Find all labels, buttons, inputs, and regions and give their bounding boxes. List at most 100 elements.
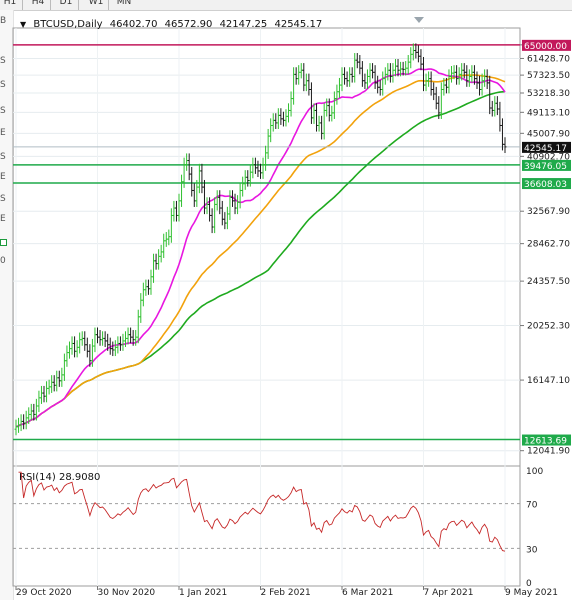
price-bar [22,414,26,430]
toolbar-separator [108,0,109,10]
price-bar [470,65,474,83]
price-bar [269,118,273,143]
price-bar [253,157,257,174]
price-bar [190,166,194,197]
price-bar [197,163,201,194]
price-bar [65,345,69,367]
left-strip-label: S [0,152,6,162]
rsi-tick-label: 30 [526,545,538,555]
price-bar [485,69,489,89]
price-bar [450,66,454,83]
rsi-tick-label: 0 [526,579,532,589]
price-bar [42,385,46,403]
timeframe-d1[interactable]: D1 [59,0,73,7]
price-bar [411,43,415,61]
price-bar [75,340,79,358]
price-bar [103,331,107,348]
price-bar [424,73,428,92]
price-bar [307,73,311,96]
price-bar [98,330,102,346]
price-bar [317,115,321,132]
price-bar [149,269,153,295]
time-tick-label: 6 Mar 2021 [342,588,393,598]
price-bar [146,279,150,295]
price-bar [52,375,56,392]
price-bar [162,233,166,259]
price-bar [126,327,130,345]
price-bar [78,332,82,354]
price-bar [19,414,23,432]
price-bar [332,91,336,119]
price-bar [24,410,28,430]
price-bar [376,75,380,94]
level-price-tag [522,159,571,171]
price-bar [393,59,397,77]
price-bar [241,176,245,197]
price-bar [304,73,308,92]
time-tick-label: 1 Jan 2021 [179,588,227,598]
timeframe-mn[interactable]: MN [116,0,132,7]
price-bar [419,49,423,71]
price-bar [220,200,224,226]
left-strip-label: E [0,128,6,138]
price-bar [55,370,59,392]
price-bar [427,71,431,87]
price-bar [294,67,298,85]
price-bar [136,309,140,344]
timeframe-h4[interactable]: H4 [31,0,45,7]
price-bar [279,108,283,125]
price-bar [167,229,171,246]
price-bar [358,55,362,75]
timeframe-w1[interactable]: W1 [88,0,104,7]
price-bar [139,293,143,323]
price-bar [299,63,303,79]
time-tick-label: 29 Oct 2020 [16,588,72,598]
price-bar [409,47,413,69]
price-bar [192,183,196,207]
price-bar [57,370,61,387]
level-price-label: 65000.00 [524,42,567,52]
price-tick-label: 45007.90 [527,129,570,139]
chart-shift-marker [414,17,424,23]
timeframe-h1[interactable]: H1 [3,0,17,7]
price-bar [246,170,250,187]
rsi-line [18,471,506,552]
price-bar [121,333,125,351]
rsi-tick-label: 100 [526,467,543,477]
price-bar [152,253,156,283]
price-bar [322,103,326,140]
price-bar [503,137,507,153]
line-handle-marker[interactable] [0,239,7,246]
price-bar [225,206,229,230]
toolbar-separator [22,0,23,10]
price-bar [223,212,227,230]
price-bar [368,63,372,83]
left-strip-label: S [0,194,6,204]
price-bar [320,115,324,140]
price-bar [67,341,71,359]
price-tick-label: 57323.50 [527,71,570,81]
price-bar [287,103,291,123]
price-bar [215,190,219,211]
time-tick-label: 9 May 2021 [505,588,558,598]
price-tick-label: 53218.30 [527,89,570,99]
price-bar [353,53,357,83]
left-strip-label: E [0,172,6,182]
price-bar [113,340,117,357]
price-bar [144,279,148,296]
symbol-menu-icon[interactable]: ▼ [20,20,27,29]
price-bar [159,244,163,263]
time-tick-label: 7 Apr 2021 [424,588,474,598]
price-bar [238,183,242,209]
level-price-tag [522,434,571,446]
price-bar [141,282,145,307]
price-tick-label: 24357.50 [527,277,570,287]
left-strip-label: B [0,16,7,26]
toolbar-separator [78,0,79,10]
price-bar [480,73,484,96]
price-tick-label: 32567.90 [527,207,570,217]
price-bar [154,253,158,270]
price-bar [271,113,275,132]
price-bar [177,193,181,222]
price-bar [14,419,18,436]
